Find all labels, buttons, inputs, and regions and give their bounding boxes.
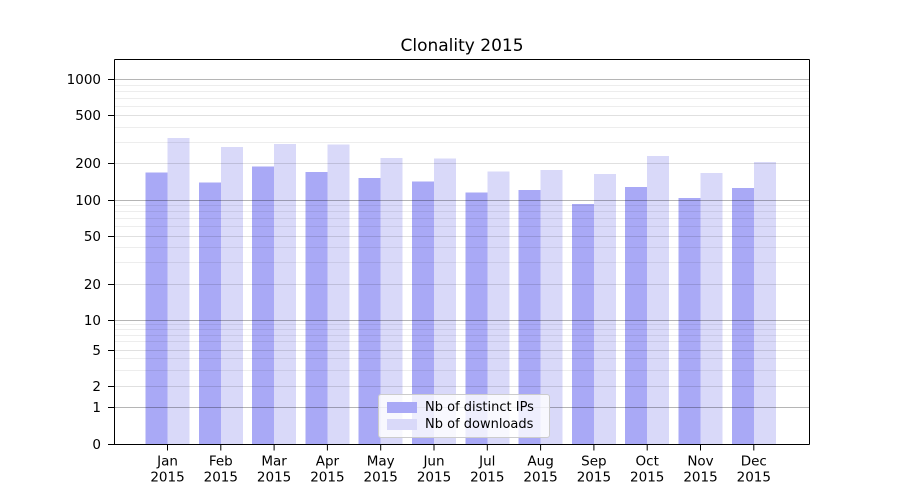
x-tick-year-apr: 2015 <box>310 470 344 486</box>
x-tick-year-oct: 2015 <box>630 470 664 486</box>
x-tick-label-apr: Apr <box>316 454 340 470</box>
y-tick-label-2: 2 <box>92 379 101 395</box>
legend-label-downloads: Nb of downloads <box>425 417 534 432</box>
bar-downloads-jul <box>487 171 510 445</box>
bar-distinct-ips-jan <box>145 172 168 446</box>
x-tick-year-feb: 2015 <box>204 470 238 486</box>
bar-downloads-may <box>380 157 403 445</box>
bar-downloads-aug <box>540 169 563 445</box>
legend-label-distinct-ips: Nb of distinct IPs <box>425 400 534 415</box>
x-tick-label-aug: Aug <box>527 454 553 470</box>
y-tick-label-100: 100 <box>75 193 101 209</box>
bar-downloads-nov <box>700 172 723 445</box>
x-tick-label-feb: Feb <box>209 454 233 470</box>
chart-title: Clonality 2015 <box>400 36 524 56</box>
y-tick-label-200: 200 <box>75 156 101 172</box>
bar-downloads-feb <box>220 146 243 446</box>
x-tick-year-dec: 2015 <box>737 470 771 486</box>
x-tick-year-jul: 2015 <box>470 470 504 486</box>
x-tick-year-jun: 2015 <box>417 470 451 486</box>
x-tick-year-may: 2015 <box>364 470 398 486</box>
y-tick-label-50: 50 <box>84 229 101 245</box>
bar-distinct-ips-aug <box>518 190 541 445</box>
y-tick-label-1000: 1000 <box>67 72 101 88</box>
bar-distinct-ips-jun <box>412 181 434 445</box>
y-tick-label-5: 5 <box>92 343 101 359</box>
bar-distinct-ips-feb <box>198 182 221 445</box>
x-tick-year-nov: 2015 <box>683 470 717 486</box>
legend: Nb of distinct IPs Nb of downloads <box>378 394 550 438</box>
y-tick-label-500: 500 <box>75 108 101 124</box>
bar-downloads-jun <box>434 158 456 445</box>
bar-distinct-ips-may <box>358 177 381 446</box>
x-tick-year-aug: 2015 <box>523 470 557 486</box>
x-tick-label-jan: Jan <box>156 454 178 470</box>
bar-downloads-dec <box>753 162 776 445</box>
y-tick-label-10: 10 <box>84 313 101 329</box>
x-tick-label-sep: Sep <box>581 454 606 470</box>
x-tick-label-nov: Nov <box>687 454 713 470</box>
x-tick-year-sep: 2015 <box>577 470 611 486</box>
y-tick-label-20: 20 <box>84 277 101 293</box>
x-tick-year-jan: 2015 <box>150 470 184 486</box>
bar-distinct-ips-nov <box>678 198 701 445</box>
bar-distinct-ips-dec <box>731 187 754 445</box>
bar-distinct-ips-sep <box>571 203 594 445</box>
bar-downloads-mar <box>274 143 297 446</box>
bar-downloads-jan <box>167 138 190 445</box>
bar-downloads-sep <box>593 173 616 446</box>
x-tick-label-may: May <box>367 454 395 470</box>
bar-distinct-ips-mar <box>252 166 275 445</box>
bar-distinct-ips-jul <box>465 192 488 445</box>
x-tick-label-jul: Jul <box>478 454 495 470</box>
legend-swatch-downloads-icon <box>387 419 417 430</box>
bar-downloads-apr <box>327 144 350 445</box>
x-tick-label-mar: Mar <box>261 454 287 470</box>
bar-distinct-ips-oct <box>625 187 648 445</box>
bar-distinct-ips-apr <box>305 172 328 445</box>
x-tick-label-dec: Dec <box>741 454 767 470</box>
x-tick-year-mar: 2015 <box>257 470 291 486</box>
x-tick-label-oct: Oct <box>636 454 659 470</box>
y-tick-label-0: 0 <box>92 437 101 453</box>
legend-item-distinct-ips: Nb of distinct IPs <box>387 401 541 414</box>
legend-item-downloads: Nb of downloads <box>387 418 541 431</box>
legend-swatch-distinct-ips-icon <box>387 402 417 413</box>
x-tick-label-jun: Jun <box>422 454 444 470</box>
y-tick-label-1: 1 <box>92 400 101 416</box>
bar-downloads-oct <box>647 156 670 445</box>
